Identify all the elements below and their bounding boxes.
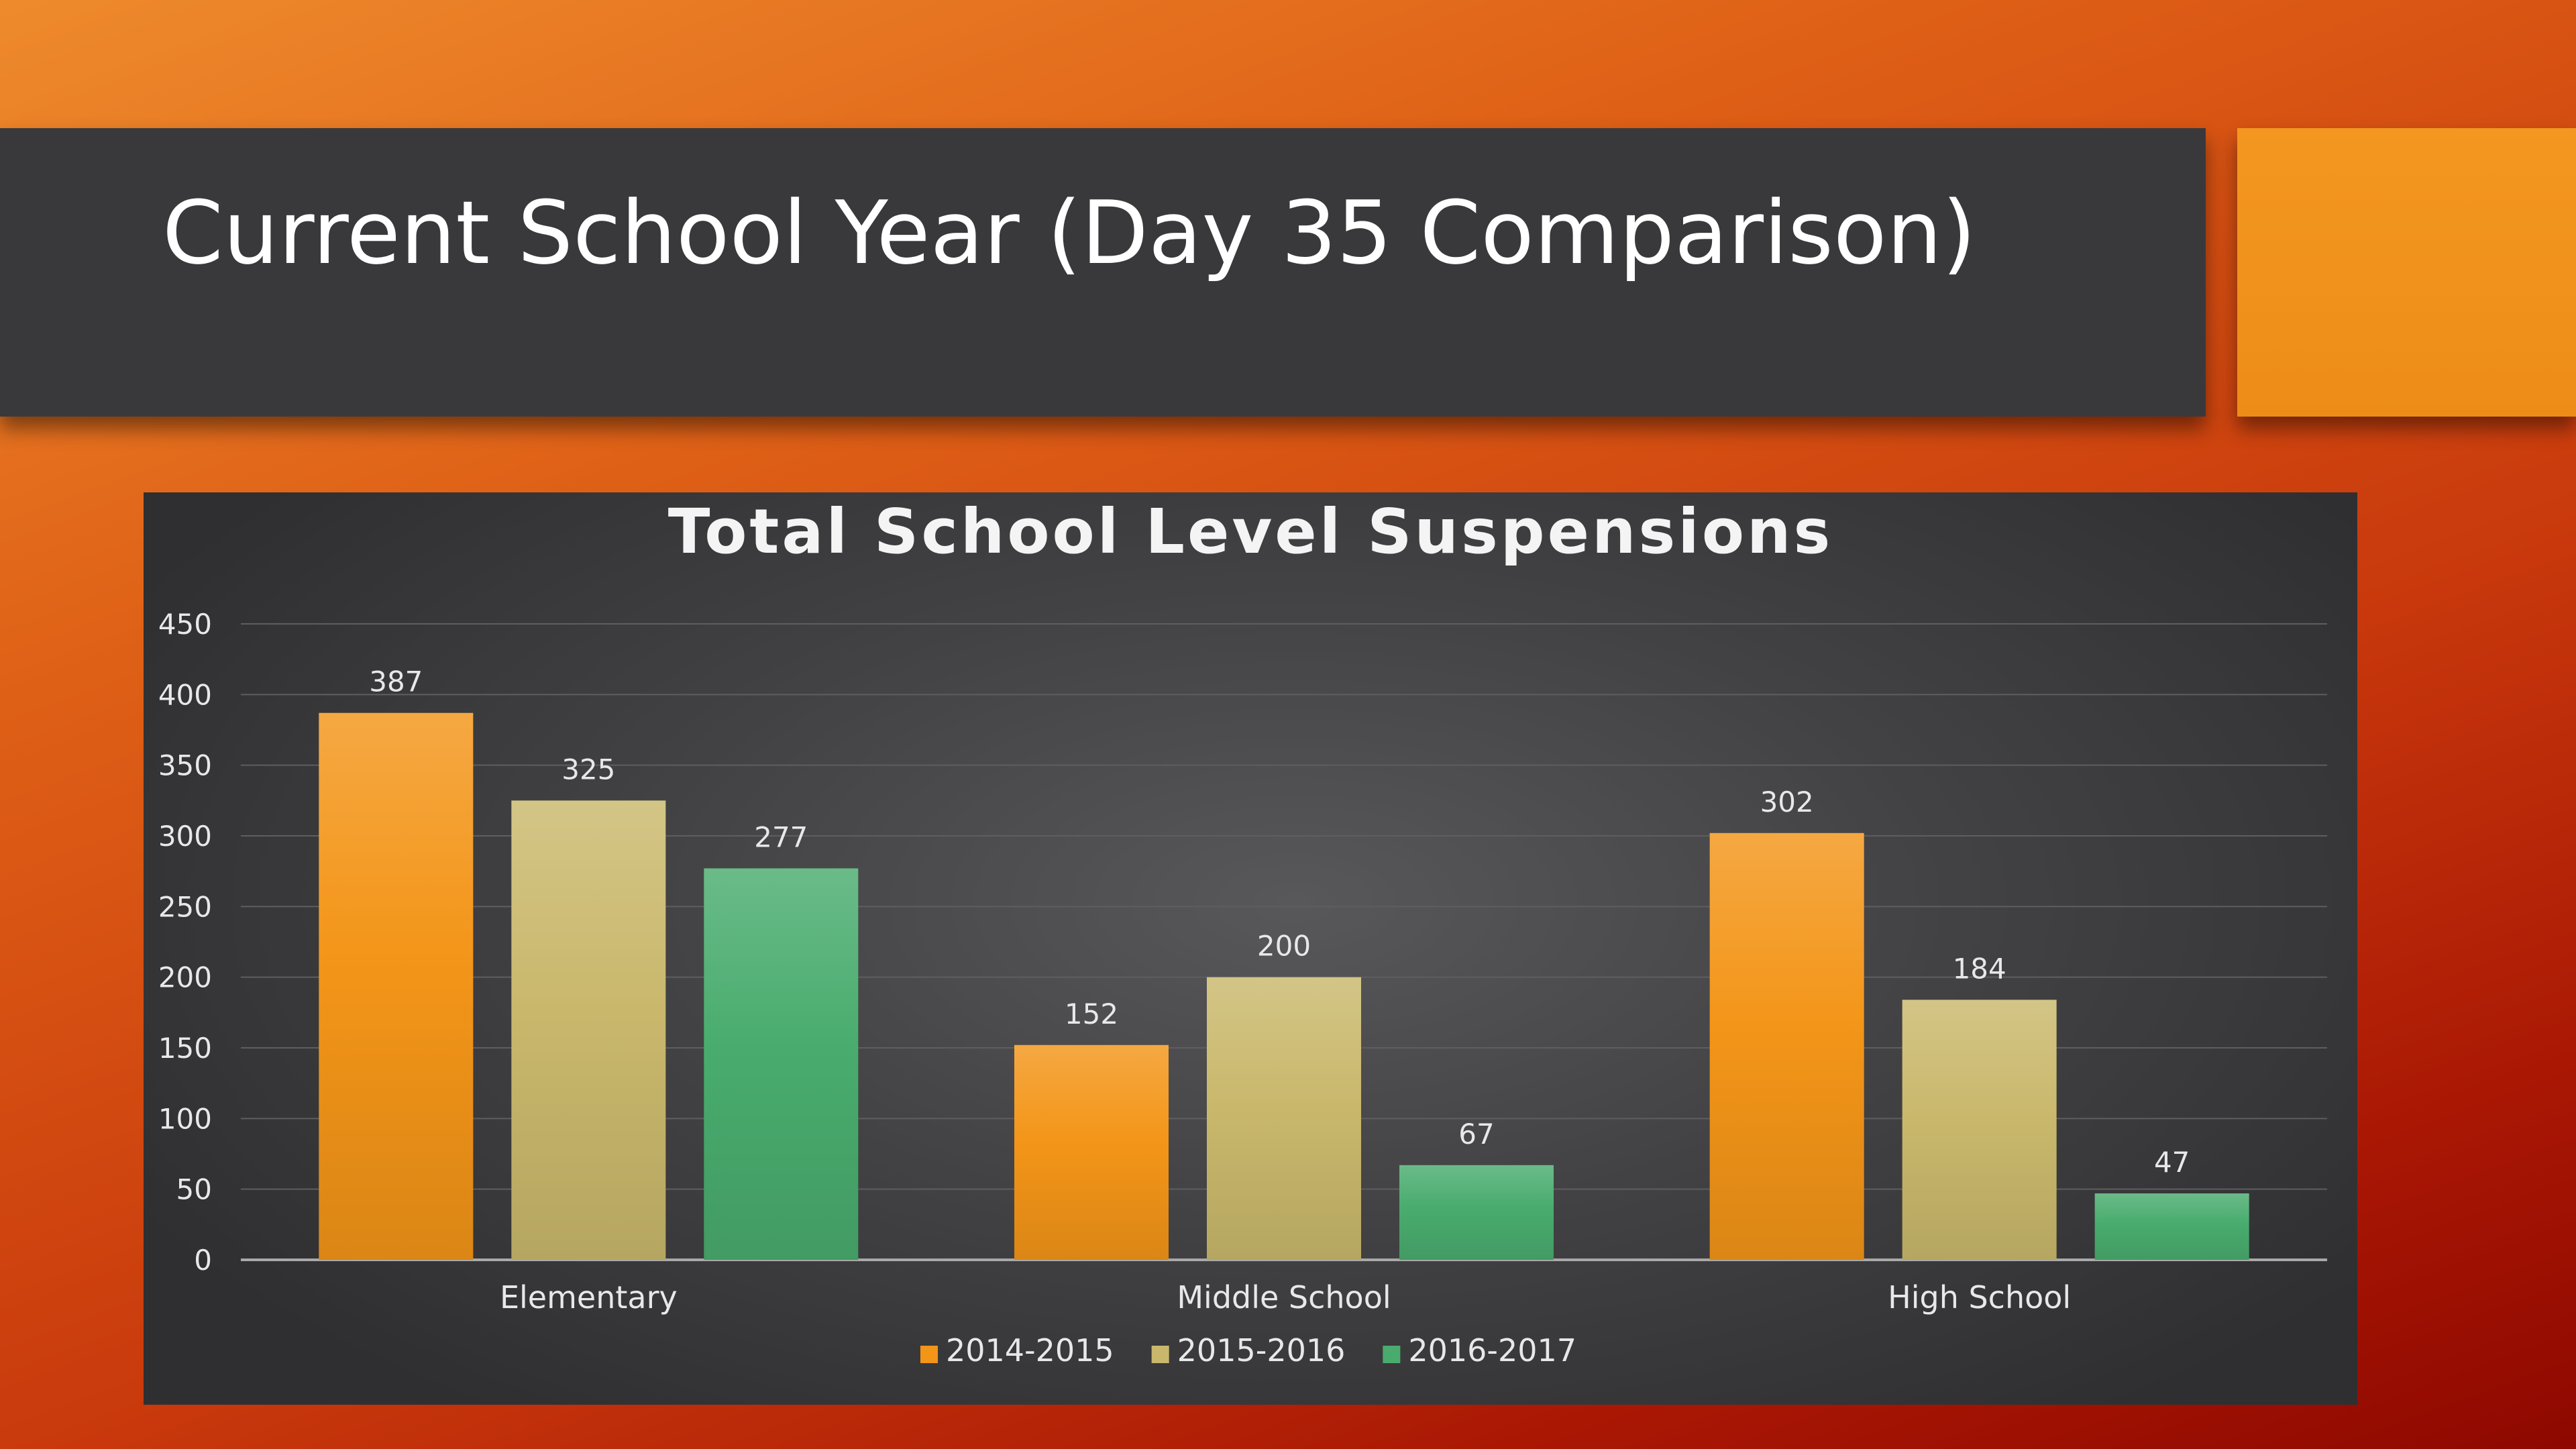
bar-2016-2017-high-school <box>2094 1193 2249 1260</box>
accent-box <box>2237 128 2576 417</box>
chart-panel: Total School Level Suspensions 0 50 100 150… <box>144 492 2357 1405</box>
bar-2015-2016-elementary <box>511 800 666 1260</box>
title-bar: Current School Year (Day 35 Comparison) <box>0 128 2206 417</box>
data-label: 387 <box>369 665 423 698</box>
bar-chart: Total School Level Suspensions 0 50 100 150… <box>158 496 2327 1368</box>
y-tick-label: 400 <box>158 678 212 711</box>
y-tick-label: 250 <box>158 890 212 923</box>
legend-swatch <box>1383 1346 1401 1363</box>
bar-2015-2016-middle-school <box>1207 977 1361 1260</box>
bar-2014-2015-high-school <box>1709 833 1864 1260</box>
y-tick-label: 450 <box>158 608 212 641</box>
data-label: 47 <box>2154 1146 2190 1179</box>
y-tick-label: 0 <box>194 1244 212 1277</box>
bar-2016-2017-elementary <box>704 868 859 1260</box>
legend-label: 2016-2017 <box>1408 1332 1576 1368</box>
bar-2015-2016-high-school <box>1902 1000 2057 1260</box>
data-label: 152 <box>1065 998 1118 1030</box>
category-label: Elementary <box>500 1279 678 1316</box>
legend-swatch <box>1151 1346 1169 1363</box>
legend: 2014-2015 2015-2016 2016-2017 <box>920 1332 1576 1368</box>
bars <box>319 712 2249 1260</box>
y-tick-label: 50 <box>176 1173 212 1206</box>
chart-title: Total School Level Suspensions <box>668 496 1833 568</box>
y-tick-label: 150 <box>158 1032 212 1065</box>
y-tick-label: 100 <box>158 1102 212 1135</box>
data-label: 184 <box>1953 952 2006 985</box>
legend-swatch <box>920 1346 938 1363</box>
category-label: Middle School <box>1177 1279 1391 1316</box>
data-label: 200 <box>1257 930 1311 963</box>
data-label: 277 <box>754 820 808 853</box>
category-label: High School <box>1888 1279 2071 1316</box>
y-tick-label: 200 <box>158 961 212 994</box>
data-label: 302 <box>1760 786 1814 818</box>
y-tick-label: 350 <box>158 749 212 782</box>
legend-label: 2015-2016 <box>1177 1332 1346 1368</box>
data-label: 325 <box>561 753 615 786</box>
data-label: 67 <box>1458 1118 1494 1150</box>
slide-title: Current School Year (Day 35 Comparison) <box>162 182 1976 284</box>
y-tick-label: 300 <box>158 820 212 853</box>
data-labels: 387 325 277 Elementary 152 200 67 Middle School… <box>369 665 2190 1316</box>
bar-2014-2015-elementary <box>319 712 474 1260</box>
bar-2014-2015-middle-school <box>1014 1044 1169 1260</box>
legend-label: 2014-2015 <box>946 1332 1114 1368</box>
bar-2016-2017-middle-school <box>1399 1165 1554 1260</box>
